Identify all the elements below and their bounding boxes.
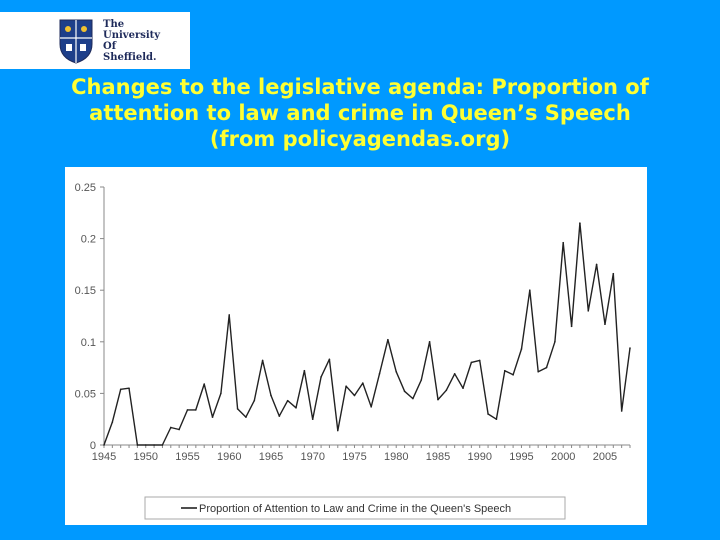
data-point <box>270 394 272 397</box>
x-tick-label: 1995 <box>509 451 533 463</box>
x-tick-label: 1955 <box>175 451 199 463</box>
data-point <box>428 341 431 343</box>
data-point <box>478 359 481 362</box>
data-point <box>412 397 414 400</box>
data-point <box>286 399 289 402</box>
legend-label: Proportion of Attention to Law and Crime… <box>199 503 511 515</box>
x-tick-label: 1970 <box>300 451 324 463</box>
data-point <box>345 385 347 387</box>
y-tick-label: 0.25 <box>75 182 96 194</box>
university-name: The University Of Sheffield. <box>103 19 160 63</box>
data-point <box>336 429 339 432</box>
chart-panel: 0 0.05 0.1 0.15 0.2 0.25 1945 1950 1955 1960 1965 1… <box>65 167 647 525</box>
title-line: Changes to the legislative agenda: Propo… <box>71 75 649 99</box>
data-point <box>378 372 381 375</box>
data-point <box>503 369 506 372</box>
y-tick-label: 0.2 <box>81 234 96 246</box>
data-point <box>328 358 331 361</box>
logo-line: Sheffield. <box>103 52 157 63</box>
data-point <box>487 413 489 415</box>
data-point <box>387 338 389 341</box>
data-point <box>136 444 139 446</box>
data-point <box>462 387 464 390</box>
logo-line: Of <box>103 41 117 52</box>
data-point <box>320 376 322 378</box>
x-tick-label: 1985 <box>426 451 450 463</box>
x-tick-label: 1945 <box>92 451 116 463</box>
title-line: attention to law and crime in Queen’s Sp… <box>89 101 631 125</box>
data-point <box>261 359 264 362</box>
data-point <box>620 410 623 412</box>
logo-line: The <box>103 19 125 30</box>
data-point <box>178 428 180 431</box>
series-line <box>103 222 631 446</box>
data-point <box>311 418 314 420</box>
data-point <box>228 314 231 316</box>
data-point <box>220 392 222 395</box>
data-point <box>203 383 205 385</box>
data-point <box>353 394 356 397</box>
title-line: (from policyagendas.org) <box>209 127 511 151</box>
x-tick-label: 1980 <box>384 451 408 463</box>
data-point <box>595 263 598 266</box>
data-point <box>153 444 155 446</box>
data-point <box>278 415 281 417</box>
data-point <box>403 390 406 393</box>
legend-box <box>144 496 566 520</box>
data-point <box>211 416 214 418</box>
data-point <box>103 444 105 446</box>
data-point <box>545 366 548 369</box>
data-point <box>629 347 631 349</box>
data-point <box>437 398 439 401</box>
y-tick-label: 0 <box>90 440 96 452</box>
data-point <box>604 323 606 326</box>
data-point <box>579 222 581 224</box>
university-crest-icon <box>59 19 93 64</box>
data-point <box>570 325 573 328</box>
y-tick-label: 0.1 <box>81 337 96 349</box>
data-point <box>512 374 514 376</box>
x-tick-label: 1950 <box>134 451 158 463</box>
data-point <box>445 389 448 392</box>
x-tick-label: 2005 <box>593 451 617 463</box>
data-point <box>370 406 372 408</box>
data-point <box>128 387 130 390</box>
data-point <box>186 409 189 411</box>
data-point <box>303 369 306 372</box>
data-point <box>295 407 297 409</box>
data-point <box>169 426 172 429</box>
y-tick-label: 0.05 <box>75 388 96 400</box>
data-point <box>395 370 398 373</box>
university-logo: The University Of Sheffield. <box>0 12 190 69</box>
data-point <box>470 361 473 364</box>
y-tick-label: 0.15 <box>75 285 96 297</box>
x-tick-label: 1965 <box>259 451 283 463</box>
data-point <box>119 388 122 391</box>
x-tick-label: 1960 <box>217 451 241 463</box>
data-point <box>144 444 147 446</box>
data-point <box>245 416 247 418</box>
data-point <box>362 382 364 384</box>
data-point <box>453 372 456 375</box>
line-chart: 0 0.05 0.1 0.15 0.2 0.25 1945 1950 1955 1960 1965 1… <box>75 182 631 520</box>
data-point <box>161 444 164 446</box>
data-point <box>612 272 615 275</box>
x-tick-label: 2000 <box>551 451 575 463</box>
data-point <box>253 399 256 402</box>
x-tick-label: 1975 <box>342 451 366 463</box>
x-tick-label: 1990 <box>467 451 491 463</box>
data-point <box>495 418 498 420</box>
data-point <box>537 370 539 373</box>
data-point <box>236 408 239 410</box>
data-point <box>195 409 197 411</box>
data-point <box>111 421 114 424</box>
data-point <box>529 289 531 291</box>
data-point <box>562 241 565 244</box>
data-point <box>554 341 556 343</box>
data-point <box>420 379 423 381</box>
data-point <box>520 348 523 350</box>
data-point <box>587 310 590 312</box>
logo-line: University <box>103 30 161 41</box>
slide-title: Changes to the legislative agenda: Propo… <box>60 74 660 152</box>
